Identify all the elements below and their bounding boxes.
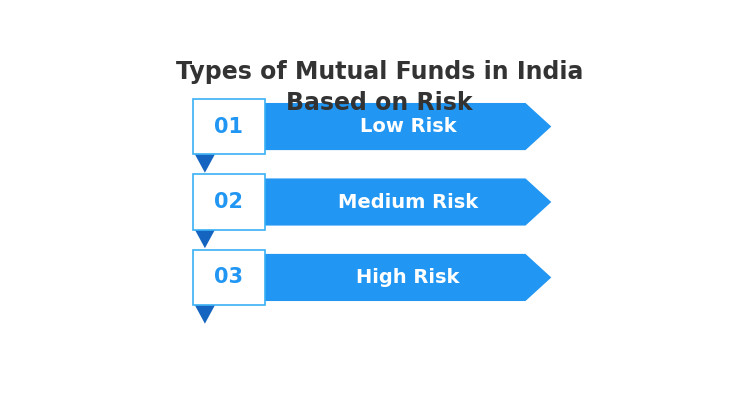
Text: High Risk: High Risk [356,268,460,287]
Bar [193,99,265,154]
Polygon shape [195,154,215,173]
Bar [193,250,265,305]
Text: Medium Risk: Medium Risk [338,192,478,212]
Polygon shape [195,230,215,248]
Bar [193,174,265,230]
Text: Based on Risk: Based on Risk [286,91,473,115]
Text: 03: 03 [214,268,243,288]
Text: Types of Mutual Funds in India: Types of Mutual Funds in India [175,60,583,84]
Text: 02: 02 [214,192,243,212]
Polygon shape [256,103,551,150]
Polygon shape [256,254,551,301]
Polygon shape [256,178,551,226]
Text: Low Risk: Low Risk [360,117,457,136]
Text: 01: 01 [214,116,243,136]
Polygon shape [195,305,215,324]
